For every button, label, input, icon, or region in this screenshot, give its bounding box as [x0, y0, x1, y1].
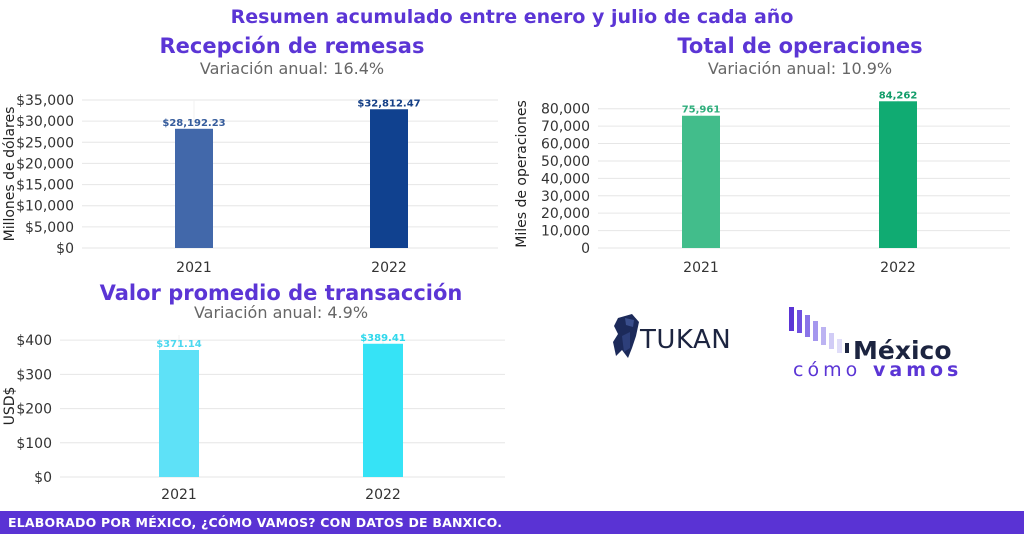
y-tick-label: 60,000	[541, 137, 590, 153]
chart-3-subtitle: Variación anual: 4.9%	[193, 303, 369, 322]
y-axis-label: USD$	[2, 387, 18, 426]
x-tick-label: 2021	[176, 260, 212, 276]
footer-credit: ELABORADO POR MÉXICO, ¿CÓMO VAMOS? CON D…	[0, 511, 1024, 534]
chart-2-title: Total de operaciones	[677, 34, 923, 58]
y-tick-label: $400	[16, 333, 52, 349]
y-tick-label: 20,000	[541, 206, 590, 222]
data-label: $28,192.23	[162, 118, 225, 129]
chart-1-subtitle: Variación anual: 16.4%	[199, 59, 385, 78]
y-tick-label: $10,000	[16, 199, 74, 215]
y-axis-label: Millones de dólares	[2, 107, 18, 242]
tukan-wordmark: TUKAN	[639, 325, 731, 355]
bar-2022	[363, 343, 403, 477]
x-tick-label: 2021	[161, 487, 197, 503]
y-tick-label: 70,000	[541, 119, 590, 135]
mexico-como-vamos-logo: México cómo vamos	[789, 307, 962, 379]
y-tick-label: $300	[16, 367, 52, 383]
y-tick-label: $200	[16, 402, 52, 418]
data-label: 75,961	[682, 105, 721, 116]
y-tick-label: 50,000	[541, 154, 590, 170]
tukan-logo: TUKAN	[613, 314, 731, 358]
vamos-wordmark: vamos	[873, 359, 962, 379]
bar-2022	[879, 101, 917, 248]
y-tick-label: $0	[34, 470, 52, 486]
y-tick-label: 10,000	[541, 224, 590, 240]
chart-1-plot: $0 $5,000 $10,000 $15,000 $20,000 $25,000 $30,…	[2, 93, 498, 276]
como-wordmark: cómo	[793, 359, 861, 379]
y-tick-label: $20,000	[16, 156, 74, 172]
mexico-wordmark: México	[853, 336, 952, 365]
chart-3-title: Valor promedio de transacción	[99, 281, 463, 305]
y-tick-label: $0	[56, 241, 74, 257]
data-label: $371.14	[156, 339, 202, 350]
y-tick-label: $100	[16, 436, 52, 452]
x-tick-label: 2022	[371, 260, 407, 276]
bar-2021	[159, 350, 199, 477]
data-label: 84,262	[879, 90, 918, 101]
chart-2-subtitle: Variación anual: 10.9%	[707, 59, 893, 78]
data-label: $389.41	[360, 333, 406, 344]
main-title: Resumen acumulado entre enero y julio de…	[230, 6, 794, 28]
y-tick-label: $5,000	[25, 220, 74, 236]
y-tick-label: 0	[581, 241, 590, 257]
y-tick-label: 40,000	[541, 171, 590, 187]
y-axis-label: Miles de operaciones	[514, 100, 530, 248]
chart-3-plot: $0 $100 $200 $300 $400 $371.14 2021 $389.41 2022…	[2, 333, 505, 503]
chart-1-title: Recepción de remesas	[159, 34, 425, 58]
x-tick-label: 2022	[880, 260, 916, 276]
bar-2021	[175, 128, 213, 248]
y-tick-label: $15,000	[16, 178, 74, 194]
y-tick-label: $25,000	[16, 135, 74, 151]
y-tick-label: 30,000	[541, 189, 590, 205]
bar-2022	[370, 109, 408, 248]
y-tick-label: 80,000	[541, 102, 590, 118]
bar-2021	[682, 115, 720, 248]
y-tick-label: $30,000	[16, 114, 74, 130]
data-label: $32,812.47	[357, 98, 420, 109]
x-tick-label: 2022	[365, 487, 401, 503]
y-tick-label: $35,000	[16, 93, 74, 109]
x-tick-label: 2021	[683, 260, 719, 276]
